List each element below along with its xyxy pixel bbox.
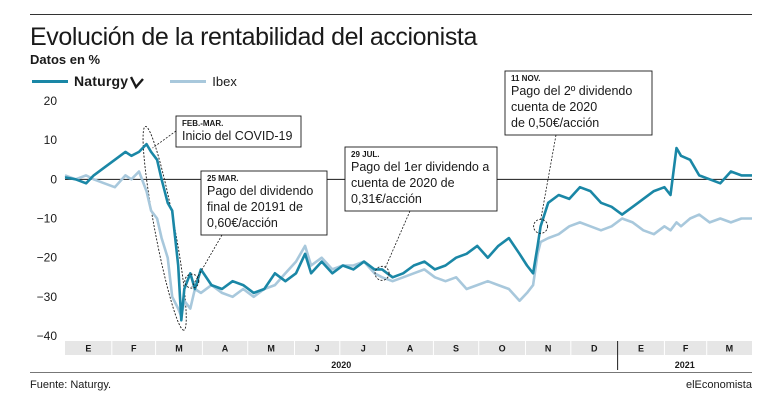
month-tick-label: O [499,344,506,354]
month-tick-label: A [222,344,229,354]
annotation-date-1: FEB.-MAR. [182,119,223,128]
publisher-credit: elEconomista [685,379,752,391]
month-tick-label: A [407,344,414,354]
annotation-text-3: 0,31€/acción [351,192,422,206]
y-tick-label: −40 [37,329,58,343]
bottom-rule [30,372,752,373]
month-tick-label: N [545,344,552,354]
legend-swatch-naturgy [32,79,68,83]
annotation-text-4: Pago del 2º dividendo [511,84,632,98]
month-tick-label: E [638,344,644,354]
legend-label-naturgy: Naturgy [74,73,129,89]
y-tick-label: 10 [44,133,58,147]
month-tick-label: E [85,344,91,354]
legend-swatch-ibex [170,79,207,83]
month-tick-label: M [267,344,275,354]
y-tick-label: 20 [44,94,58,108]
chart-subtitle: Datos en % [30,52,101,67]
legend-item-ibex: Ibex [170,74,237,89]
naturgy-logo-icon [130,73,145,89]
annotation-date-4: 11 NOV. [511,74,541,83]
y-tick-label: −20 [37,251,58,265]
annotation-box-4 [504,70,653,136]
annotation-text-2: final de 20191 de [207,200,303,214]
annotation-date-2: 25 MAR. [207,174,239,183]
chart-title: Evolución de la rentabilidad del accioni… [30,23,477,51]
legend: Naturgy Ibex [32,72,263,90]
annotation-marker-3 [374,265,390,281]
annotation-box-1 [175,115,302,148]
annotation-date-3: 29 JUL. [351,150,379,159]
month-tick-label: M [175,344,183,354]
month-tick-label: J [361,344,366,354]
annotation-box-2 [200,170,328,236]
annotation-text-1: Inicio del COVID-19 [182,129,293,143]
month-tick-label: F [683,344,689,354]
month-axis-band [65,341,752,355]
annotation-leader-4 [540,134,557,221]
legend-label-ibex: Ibex [212,73,237,89]
source-note: Fuente: Naturgy. [30,379,112,391]
month-tick-label: S [453,344,459,354]
annotation-leader-2 [191,234,223,288]
year-label-2021: 2021 [675,360,695,370]
month-tick-label: F [131,344,137,354]
annotation-marker-2 [184,273,200,289]
annotation-leader-1 [152,130,177,149]
annotation-text-4: cuenta de 2020 [511,100,597,114]
annotation-text-3: cuenta de 2020 de [351,176,455,190]
y-tick-label: −30 [37,290,58,304]
series-line-ibex [64,170,752,318]
annotation-text-2: Pago del dividendo [207,184,313,198]
top-rule [30,14,752,15]
y-tick-label: 0 [50,172,57,186]
year-label-2020: 2020 [331,360,351,370]
annotation-text-4: de 0,50€/acción [511,116,599,130]
series-line-naturgy [64,142,752,322]
annotation-text-2: 0,60€/acción [207,216,278,230]
annotation-text-3: Pago del 1er dividendo a [351,160,489,174]
month-tick-label: J [315,344,320,354]
legend-item-naturgy: Naturgy [32,73,145,89]
annotation-box-3 [344,146,498,212]
month-tick-label: D [591,344,598,354]
y-tick-label: −10 [37,212,58,226]
month-tick-label: M [726,344,734,354]
annotation-leader-3 [384,210,411,269]
